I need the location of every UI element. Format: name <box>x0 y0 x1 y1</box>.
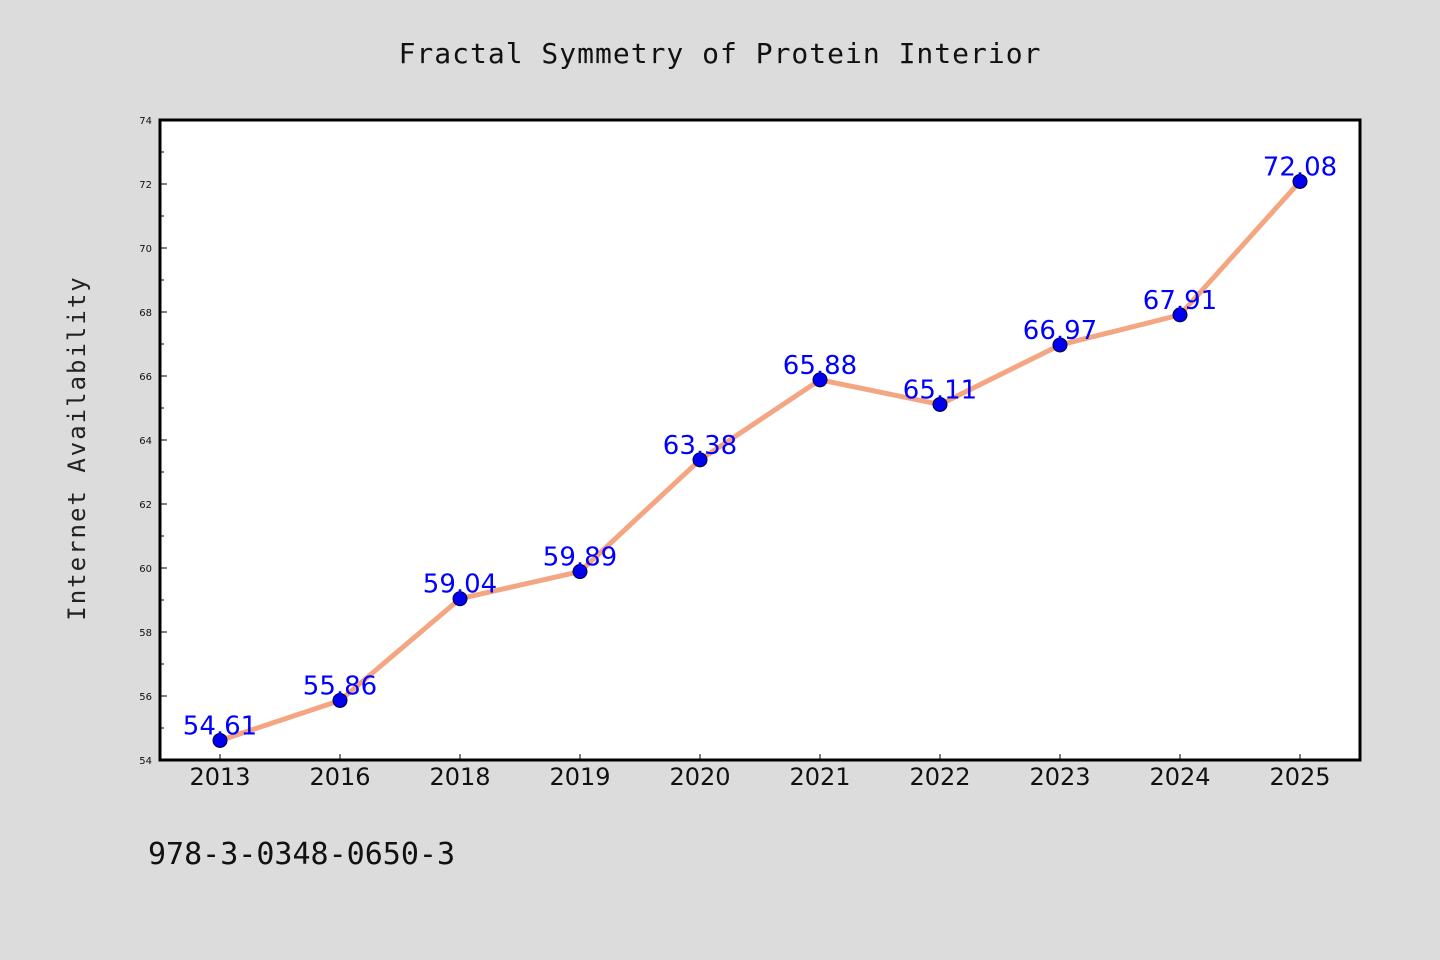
y-tick-label: 60 <box>139 564 152 575</box>
data-point-label: 67.91 <box>1143 286 1217 316</box>
y-tick-label: 70 <box>139 244 152 255</box>
plot-area <box>158 118 1362 762</box>
x-tick-label: 2020 <box>669 763 730 791</box>
data-labels: 54.61 55.86 59.04 59.89 63.38 65.88 65.11 66.97… <box>183 152 1337 741</box>
data-point-marker <box>212 732 228 748</box>
x-tick-label: 2022 <box>909 763 970 791</box>
data-point-marker <box>692 452 708 468</box>
isbn-footer: 978-3-0348-0650-3 <box>148 837 455 872</box>
data-point-label: 59.89 <box>543 543 617 573</box>
x-tick-label: 2013 <box>189 763 250 791</box>
data-point-marker <box>932 396 948 412</box>
y-axis-label: Internet Availability <box>63 275 91 620</box>
y-tick-label: 72 <box>139 180 152 191</box>
data-point-label: 72.08 <box>1263 152 1337 182</box>
x-tick-label: 2025 <box>1269 763 1330 791</box>
y-tick-label: 64 <box>139 436 152 447</box>
data-point-marker <box>572 564 588 580</box>
data-point-label: 65.11 <box>903 375 977 405</box>
data-point-label: 65.88 <box>783 351 857 381</box>
x-tick-label: 2023 <box>1029 763 1090 791</box>
data-point-marker <box>332 692 348 708</box>
y-tick-label: 68 <box>139 308 152 319</box>
data-point-marker <box>1172 307 1188 323</box>
data-point-label: 54.61 <box>183 711 257 741</box>
x-tick-label: 2021 <box>789 763 850 791</box>
y-axis-ticks: 54 56 58 60 62 64 66 68 70 72 74 <box>139 116 167 767</box>
y-tick-label: 54 <box>139 756 152 767</box>
data-point-marker <box>1292 173 1308 189</box>
data-point-label: 55.86 <box>303 671 377 701</box>
data-point-label: 66.97 <box>1023 316 1097 346</box>
data-point-marker <box>452 591 468 607</box>
data-point-marker <box>812 372 828 388</box>
series-line <box>217 178 1303 743</box>
x-tick-label: 2016 <box>309 763 370 791</box>
x-tick-label: 2024 <box>1149 763 1210 791</box>
x-tick-label: 2018 <box>429 763 490 791</box>
x-axis-ticks: 2013 2016 2018 2019 2020 2021 2022 2023 2024 2025 <box>189 754 1331 791</box>
y-tick-label: 58 <box>139 628 152 639</box>
x-tick-label: 2019 <box>549 763 610 791</box>
y-tick-label: 56 <box>139 692 152 703</box>
series-markers <box>212 173 1308 748</box>
y-tick-label: 74 <box>139 116 152 127</box>
data-point-label: 59.04 <box>423 570 497 600</box>
data-point-marker <box>1052 337 1068 353</box>
y-tick-label: 66 <box>139 372 152 383</box>
data-point-label: 63.38 <box>663 431 737 461</box>
chart-title: Fractal Symmetry of Protein Interior <box>399 37 1042 70</box>
y-tick-label: 62 <box>139 500 152 511</box>
